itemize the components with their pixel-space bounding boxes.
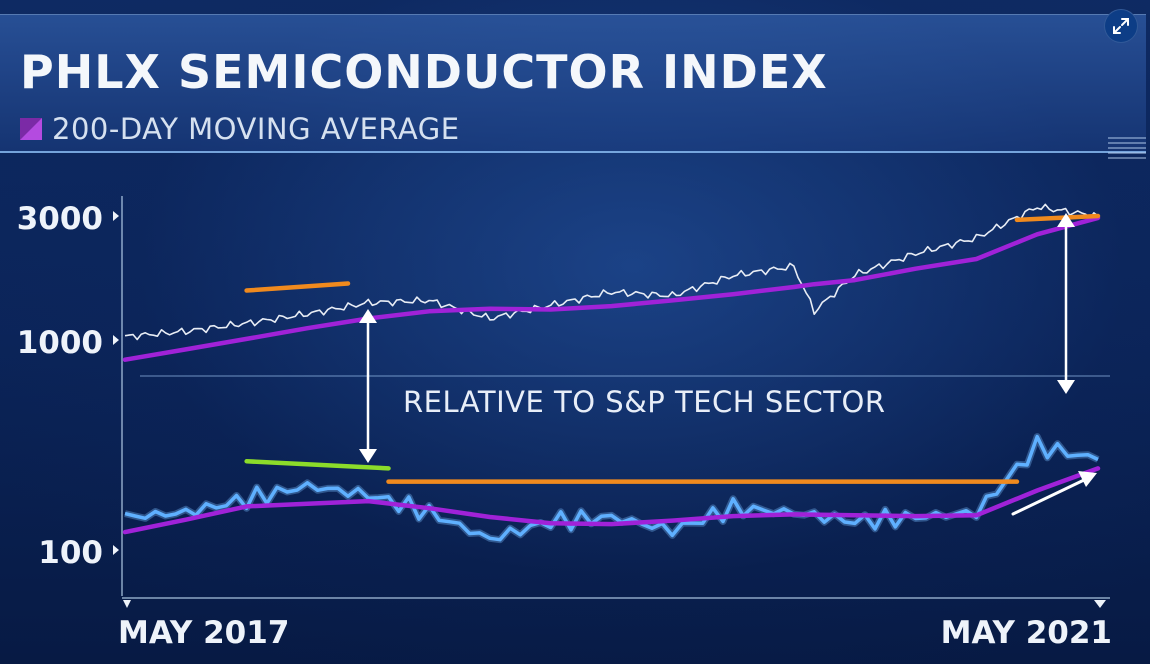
double-arrow-2021 (1057, 213, 1075, 394)
moving-average-legend-swatch (20, 118, 42, 140)
y-tick-label: 3000 (17, 201, 103, 237)
arrow-head-down (359, 449, 377, 463)
price-series-line (124, 203, 1099, 341)
uptrend-arrow-shaft (1011, 478, 1086, 516)
decorative-bars (1108, 137, 1146, 161)
green-trendline (244, 459, 391, 471)
chart-title: PHLX SEMICONDUCTOR INDEX (20, 45, 828, 99)
y-tick-marker (113, 545, 119, 555)
relative-panel-label: RELATIVE TO S&P TECH SECTOR (403, 385, 886, 419)
expand-icon (1113, 18, 1129, 34)
arrow-head-down (1057, 380, 1075, 394)
legend-label: 200-DAY MOVING AVERAGE (52, 112, 460, 146)
resistance-line-2018 (244, 281, 351, 293)
y-tick-label: 100 (38, 535, 103, 571)
y-tick-marker (113, 211, 119, 221)
x-tick-label-end: MAY 2021 (941, 615, 1112, 651)
labels-layer: 100 1000 3000 MAY 2017 MAY 2021 RELATIVE TO S… (17, 201, 1112, 651)
relative-moving-average-line (122, 466, 1101, 535)
expand-button[interactable] (1104, 9, 1138, 43)
x-tick-marker (123, 600, 131, 608)
legend: 200-DAY MOVING AVERAGE (20, 111, 460, 147)
arrow-head-up (1057, 213, 1075, 227)
title-panel: PHLX SEMICONDUCTOR INDEX 200-DAY MOVING … (0, 14, 1146, 161)
x-tick-label-start: MAY 2017 (118, 615, 289, 651)
double-arrow-2018 (359, 309, 377, 463)
series-layer (122, 203, 1101, 544)
x-tick-marker (1094, 600, 1106, 608)
price-moving-average-line (122, 215, 1101, 362)
arrow-head-up (359, 309, 377, 323)
axes (113, 196, 1110, 608)
y-tick-marker (113, 335, 119, 345)
y-tick-label: 1000 (17, 325, 103, 361)
resistance-line-2021 (1014, 213, 1101, 223)
relative-series-line (124, 434, 1099, 542)
uptrend-arrow-head (1078, 471, 1097, 487)
